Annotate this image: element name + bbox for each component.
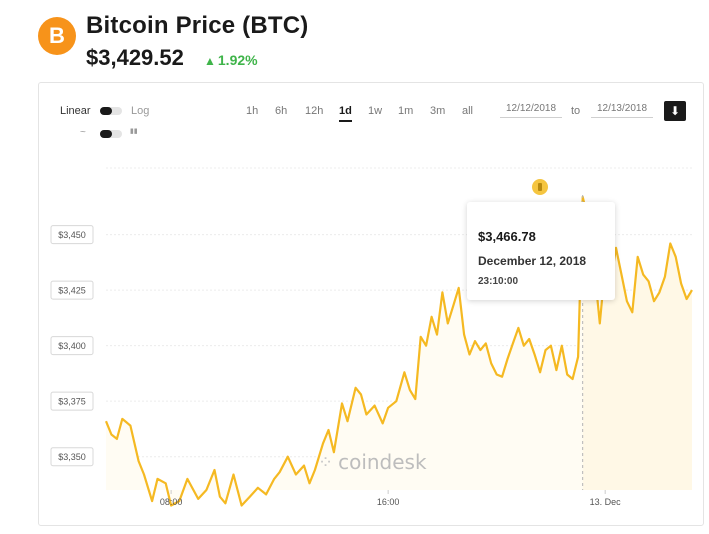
y-tick-label: $3,450 [58,230,86,240]
range-1m[interactable]: 1m [398,105,414,117]
download-icon: ⬇ [669,104,681,118]
y-tick-label: $3,350 [58,452,86,462]
log-label: Log [131,105,150,117]
price-tooltip: $3,466.78 December 12, 2018 23:10:00 [467,202,615,300]
range-3m[interactable]: 3m [430,105,446,117]
y-tick-box [50,391,94,411]
x-tick-label: 13. Dec [590,497,622,507]
range-all[interactable]: all [462,105,474,117]
y-tick-box [50,447,94,467]
tooltip-date: December 12, 2018 [478,254,587,268]
price-change: ▲ 1.92% [204,52,258,68]
date-from-input[interactable]: 12/12/2018 [500,103,562,118]
current-price: $3,429.52 [86,45,184,70]
bar-chart-icon[interactable]: ▮▮ [130,128,138,135]
coindesk-logo-icon: ⁘ [318,451,334,472]
x-tick-label: 16:00 [377,497,400,507]
range-12h[interactable]: 12h [305,105,324,117]
range-6h[interactable]: 6h [275,105,288,117]
linear-label: Linear [60,105,91,117]
y-tick-box [50,225,94,245]
scale-toggle[interactable] [100,107,122,115]
range-1w[interactable]: 1w [368,105,383,117]
y-axis: $3,350 $3,375 $3,400 $3,425 $3,450 [50,225,94,467]
event-marker-icon[interactable] [532,179,548,195]
date-to-label: to [571,105,581,117]
up-arrow-icon: ▲ [204,54,216,68]
y-tick-label: $3,425 [58,286,86,296]
line-chart-icon[interactable]: ~ [80,127,86,138]
bitcoin-logo-icon: B [38,17,76,55]
price-area-fill [582,196,692,490]
y-tick-box [50,336,94,356]
chart-type-toggle[interactable] [100,130,122,138]
x-axis: 08:00 16:00 13. Dec [160,490,621,507]
range-1h[interactable]: 1h [246,105,259,117]
tooltip-time: 23:10:00 [478,276,519,287]
page-title: Bitcoin Price (BTC) [86,12,309,39]
y-tick-box [50,280,94,300]
download-button[interactable]: ⬇ [664,101,686,121]
y-tick-label: $3,375 [58,397,86,407]
x-tick-label: 08:00 [160,497,183,507]
price-change-value: 1.92% [217,52,258,68]
chart-card [38,82,704,526]
tooltip-price: $3,466.78 [478,229,536,244]
date-to-input[interactable]: 12/13/2018 [591,103,653,118]
range-1d[interactable]: 1d [339,105,352,122]
y-tick-label: $3,400 [58,341,86,351]
price-area-fill-left [106,196,583,506]
watermark-text: coindesk [338,450,427,474]
coindesk-watermark: ⁘ coindesk [318,450,427,474]
